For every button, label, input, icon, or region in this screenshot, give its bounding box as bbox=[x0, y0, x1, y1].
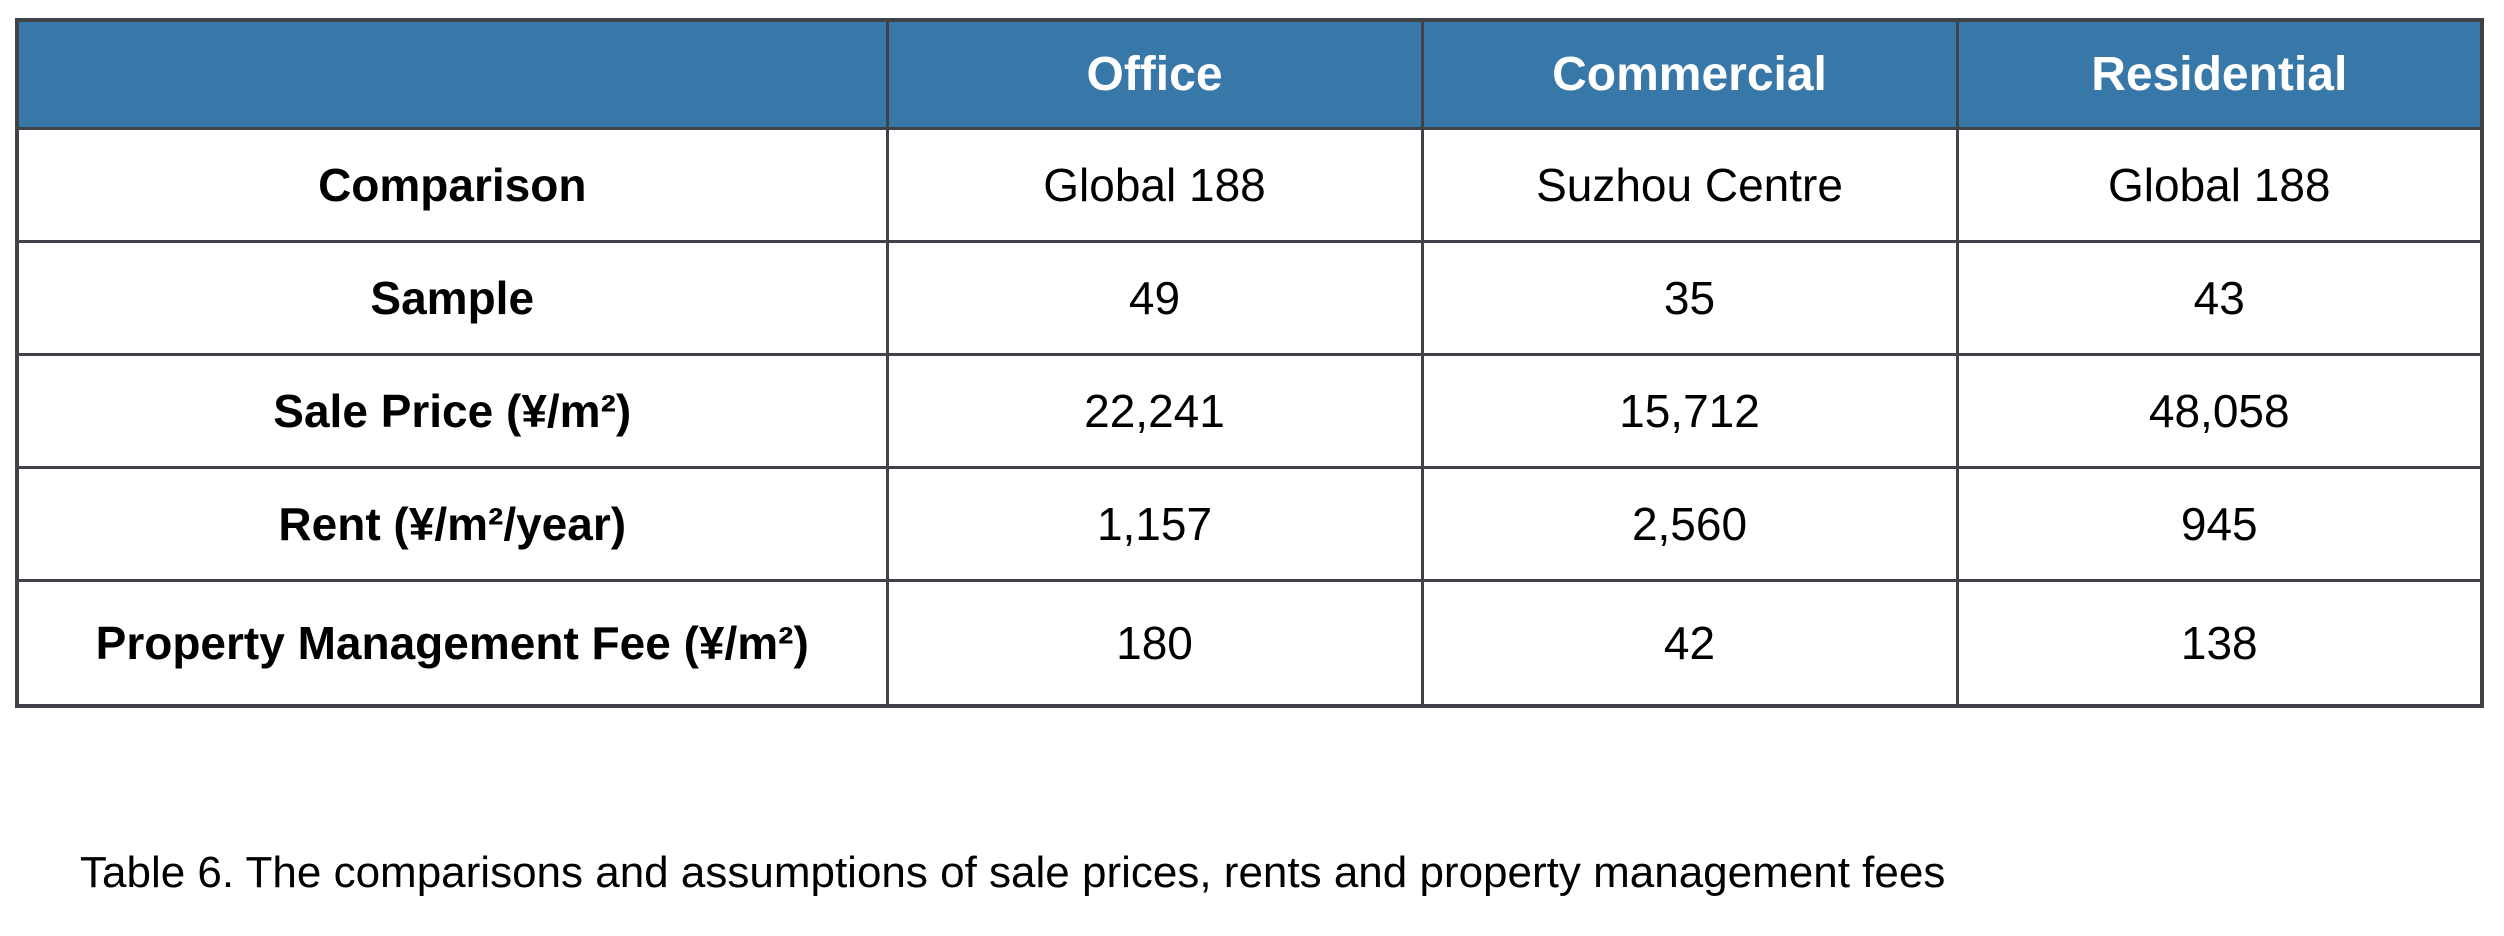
cell-sale-price-residential: 48,058 bbox=[1955, 353, 2484, 469]
cell-sample-office: 49 bbox=[885, 240, 1424, 356]
table-row-property-management-fee: Property Management Fee (¥/m²) 180 42 13… bbox=[15, 579, 2484, 708]
cell-sale-price-office: 22,241 bbox=[885, 353, 1424, 469]
cell-sample-commercial: 35 bbox=[1420, 240, 1959, 356]
cell-comparison-commercial: Suzhou Centre bbox=[1420, 127, 1959, 243]
cell-rent-residential: 945 bbox=[1955, 466, 2484, 582]
table-row-rent: Rent (¥/m²/year) 1,157 2,560 945 bbox=[15, 466, 2484, 582]
table-caption: Table 6. The comparisons and assumptions… bbox=[80, 848, 1946, 897]
cell-rent-office: 1,157 bbox=[885, 466, 1424, 582]
header-cell-commercial: Commercial bbox=[1420, 18, 1959, 130]
row-label-property-management-fee: Property Management Fee (¥/m²) bbox=[15, 579, 889, 708]
row-label-sample: Sample bbox=[15, 240, 889, 356]
cell-pmf-commercial: 42 bbox=[1420, 579, 1959, 708]
header-cell-office: Office bbox=[885, 18, 1424, 130]
cell-comparison-office: Global 188 bbox=[885, 127, 1424, 243]
header-cell-residential: Residential bbox=[1955, 18, 2484, 130]
table-row-sale-price: Sale Price (¥/m²) 22,241 15,712 48,058 bbox=[15, 353, 2484, 469]
table-row-sample: Sample 49 35 43 bbox=[15, 240, 2484, 356]
header-cell-empty bbox=[15, 18, 889, 130]
cell-rent-commercial: 2,560 bbox=[1420, 466, 1959, 582]
row-label-rent: Rent (¥/m²/year) bbox=[15, 466, 889, 582]
row-label-sale-price: Sale Price (¥/m²) bbox=[15, 353, 889, 469]
row-label-comparison: Comparison bbox=[15, 127, 889, 243]
comparison-table: Office Commercial Residential Comparison… bbox=[15, 18, 2484, 708]
cell-pmf-residential: 138 bbox=[1955, 579, 2484, 708]
cell-pmf-office: 180 bbox=[885, 579, 1424, 708]
cell-comparison-residential: Global 188 bbox=[1955, 127, 2484, 243]
cell-sample-residential: 43 bbox=[1955, 240, 2484, 356]
cell-sale-price-commercial: 15,712 bbox=[1420, 353, 1959, 469]
table-header-row: Office Commercial Residential bbox=[15, 18, 2484, 130]
table-row-comparison: Comparison Global 188 Suzhou Centre Glob… bbox=[15, 127, 2484, 243]
